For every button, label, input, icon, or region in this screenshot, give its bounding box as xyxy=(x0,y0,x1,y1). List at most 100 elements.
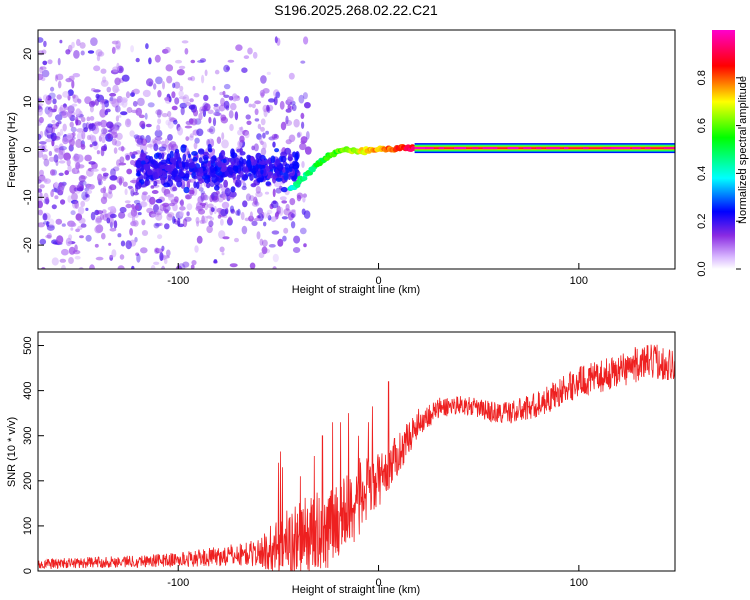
spectrogram-noise-blob xyxy=(271,230,280,235)
spectrogram-noise-blob xyxy=(85,194,90,198)
spectrogram-noise-blob xyxy=(120,240,126,247)
spectrogram-noise-blob xyxy=(276,205,281,214)
spectrogram-noise-blob xyxy=(193,93,200,98)
spectrogram-noise-blob xyxy=(102,192,108,200)
spectrogram-signal-peak xyxy=(583,147,589,150)
spectrogram-band-blob xyxy=(198,157,203,164)
spectrogram-noise-blob xyxy=(94,225,102,234)
spectrogram-signal-peak xyxy=(507,147,519,150)
spectrogram-noise-blob xyxy=(260,126,265,132)
spectrogram-noise-blob xyxy=(164,97,170,101)
spectrogram-noise-blob xyxy=(168,96,172,103)
spectrogram-noise-blob xyxy=(188,189,195,195)
spectrogram-noise-blob xyxy=(279,100,285,110)
spectrogram-noise-blob xyxy=(125,154,131,161)
spectrogram-noise-blob xyxy=(171,105,178,111)
spectrogram-noise-blob xyxy=(42,154,48,161)
spectrogram-noise-blob xyxy=(51,204,57,210)
spectrogram-noise-blob xyxy=(167,212,175,218)
spectrogram-noise-blob xyxy=(259,238,264,246)
spectrogram-noise-blob xyxy=(96,150,100,155)
spectrogram-noise-blob xyxy=(67,94,71,101)
spectrogram-noise-blob xyxy=(228,96,234,101)
spectrogram-noise-blob xyxy=(121,145,125,152)
spectrogram-noise-blob xyxy=(86,116,91,122)
spectrogram-noise-blob xyxy=(87,184,92,190)
spectrogram-noise-blob xyxy=(179,102,188,109)
spectrogram-band-blob xyxy=(207,148,213,153)
spectrogram-noise-blob xyxy=(266,71,271,75)
spectrogram-band-blob xyxy=(182,153,187,162)
spectrogram-noise-blob xyxy=(56,131,61,139)
spectrogram-noise-blob xyxy=(252,51,258,59)
spectrogram-noise-blob xyxy=(188,135,194,141)
spectrogram-noise-blob xyxy=(280,121,287,131)
spectrogram-noise-blob xyxy=(279,196,287,201)
spectrogram-noise-blob xyxy=(40,143,47,151)
spectrogram-noise-blob xyxy=(59,39,63,44)
spectrogram-noise-blob xyxy=(80,50,85,56)
spectrogram-noise-blob xyxy=(299,227,307,235)
spectrogram-x-axis: -100 0 100 xyxy=(167,263,588,287)
spectrogram-signal-peak xyxy=(523,147,532,150)
spectrogram-noise-blob xyxy=(243,96,249,104)
spectrogram-noise-blob xyxy=(61,223,66,227)
spectrogram-noise-blob xyxy=(200,190,205,195)
spectrogram-noise-blob xyxy=(45,196,50,205)
spectrogram-noise-blob xyxy=(184,48,189,55)
spectrogram-noise-blob xyxy=(300,140,306,145)
spectrogram-noise-blob xyxy=(166,75,173,84)
spectrogram-band-blob xyxy=(291,175,297,182)
spectrogram-noise-blob xyxy=(63,152,71,161)
spectrogram-band-blob xyxy=(230,186,236,193)
spectrogram-noise-blob xyxy=(291,209,296,213)
spectrogram-noise-blob xyxy=(75,154,84,163)
spectrogram-noise-blob xyxy=(78,175,86,183)
spectrogram-noise-blob xyxy=(109,184,117,191)
spectrogram-noise-blob xyxy=(91,168,99,172)
spectrogram-noise-blob xyxy=(111,98,120,108)
spectrogram-noise-blob xyxy=(293,118,300,128)
spectrogram-noise-blob xyxy=(87,50,95,54)
spectrogram-noise-blob xyxy=(301,161,305,168)
spectrogram-noise-blob xyxy=(285,108,292,113)
spectrogram-noise-blob xyxy=(137,97,145,107)
spectrogram-noise-blob xyxy=(96,210,104,215)
spectrogram-noise-blob xyxy=(216,136,222,144)
spectrogram-noise-blob xyxy=(215,109,220,113)
spectrogram-band-blob xyxy=(285,167,290,174)
spectrogram-noise-blob xyxy=(289,198,296,206)
spectrogram-noise-blob xyxy=(274,36,278,44)
spectrogram-noise-blob xyxy=(150,264,156,269)
spectrogram-noise-blob xyxy=(69,270,75,273)
spectrogram-noise-blob xyxy=(223,64,230,73)
spectrogram-noise-blob xyxy=(65,237,72,247)
spectrogram-noise-blob xyxy=(73,50,80,59)
spectrogram-signal-peak xyxy=(632,147,641,150)
spectrogram-noise-blob xyxy=(161,186,166,194)
colorbar-tick-label: 0.6 xyxy=(696,118,708,133)
spectrogram-noise-blob xyxy=(272,253,279,263)
spectrogram-noise-blob xyxy=(179,211,184,217)
spectrogram-noise-blob xyxy=(39,192,43,199)
spectrogram-noise-blob xyxy=(80,143,86,150)
spectrogram-noise-blob xyxy=(154,54,161,63)
spectrogram-noise-blob xyxy=(115,40,121,50)
spectrogram-noise-blob xyxy=(209,126,216,135)
spectrogram-noise-blob xyxy=(52,98,57,105)
snr-x-tick-label: -100 xyxy=(167,577,189,589)
spectrogram-noise-blob xyxy=(249,211,253,220)
spectrogram-noise-blob xyxy=(75,119,82,126)
spectrogram-noise-blob xyxy=(70,222,77,227)
spectrogram-noise-blob xyxy=(97,173,103,182)
spectrogram-band-blob xyxy=(223,179,229,188)
spectrogram-noise-blob xyxy=(155,212,163,221)
spectrogram-band-blob xyxy=(249,173,254,181)
spectrogram-noise-blob xyxy=(55,218,63,225)
spectrogram-noise-blob xyxy=(96,54,101,62)
spectrogram-noise-blob xyxy=(125,240,132,250)
spectrogram-noise-blob xyxy=(38,73,44,81)
spectrogram-band-blob xyxy=(188,162,196,169)
spectrogram-noise-blob xyxy=(81,191,88,201)
spectrogram-band-blob xyxy=(259,160,267,165)
